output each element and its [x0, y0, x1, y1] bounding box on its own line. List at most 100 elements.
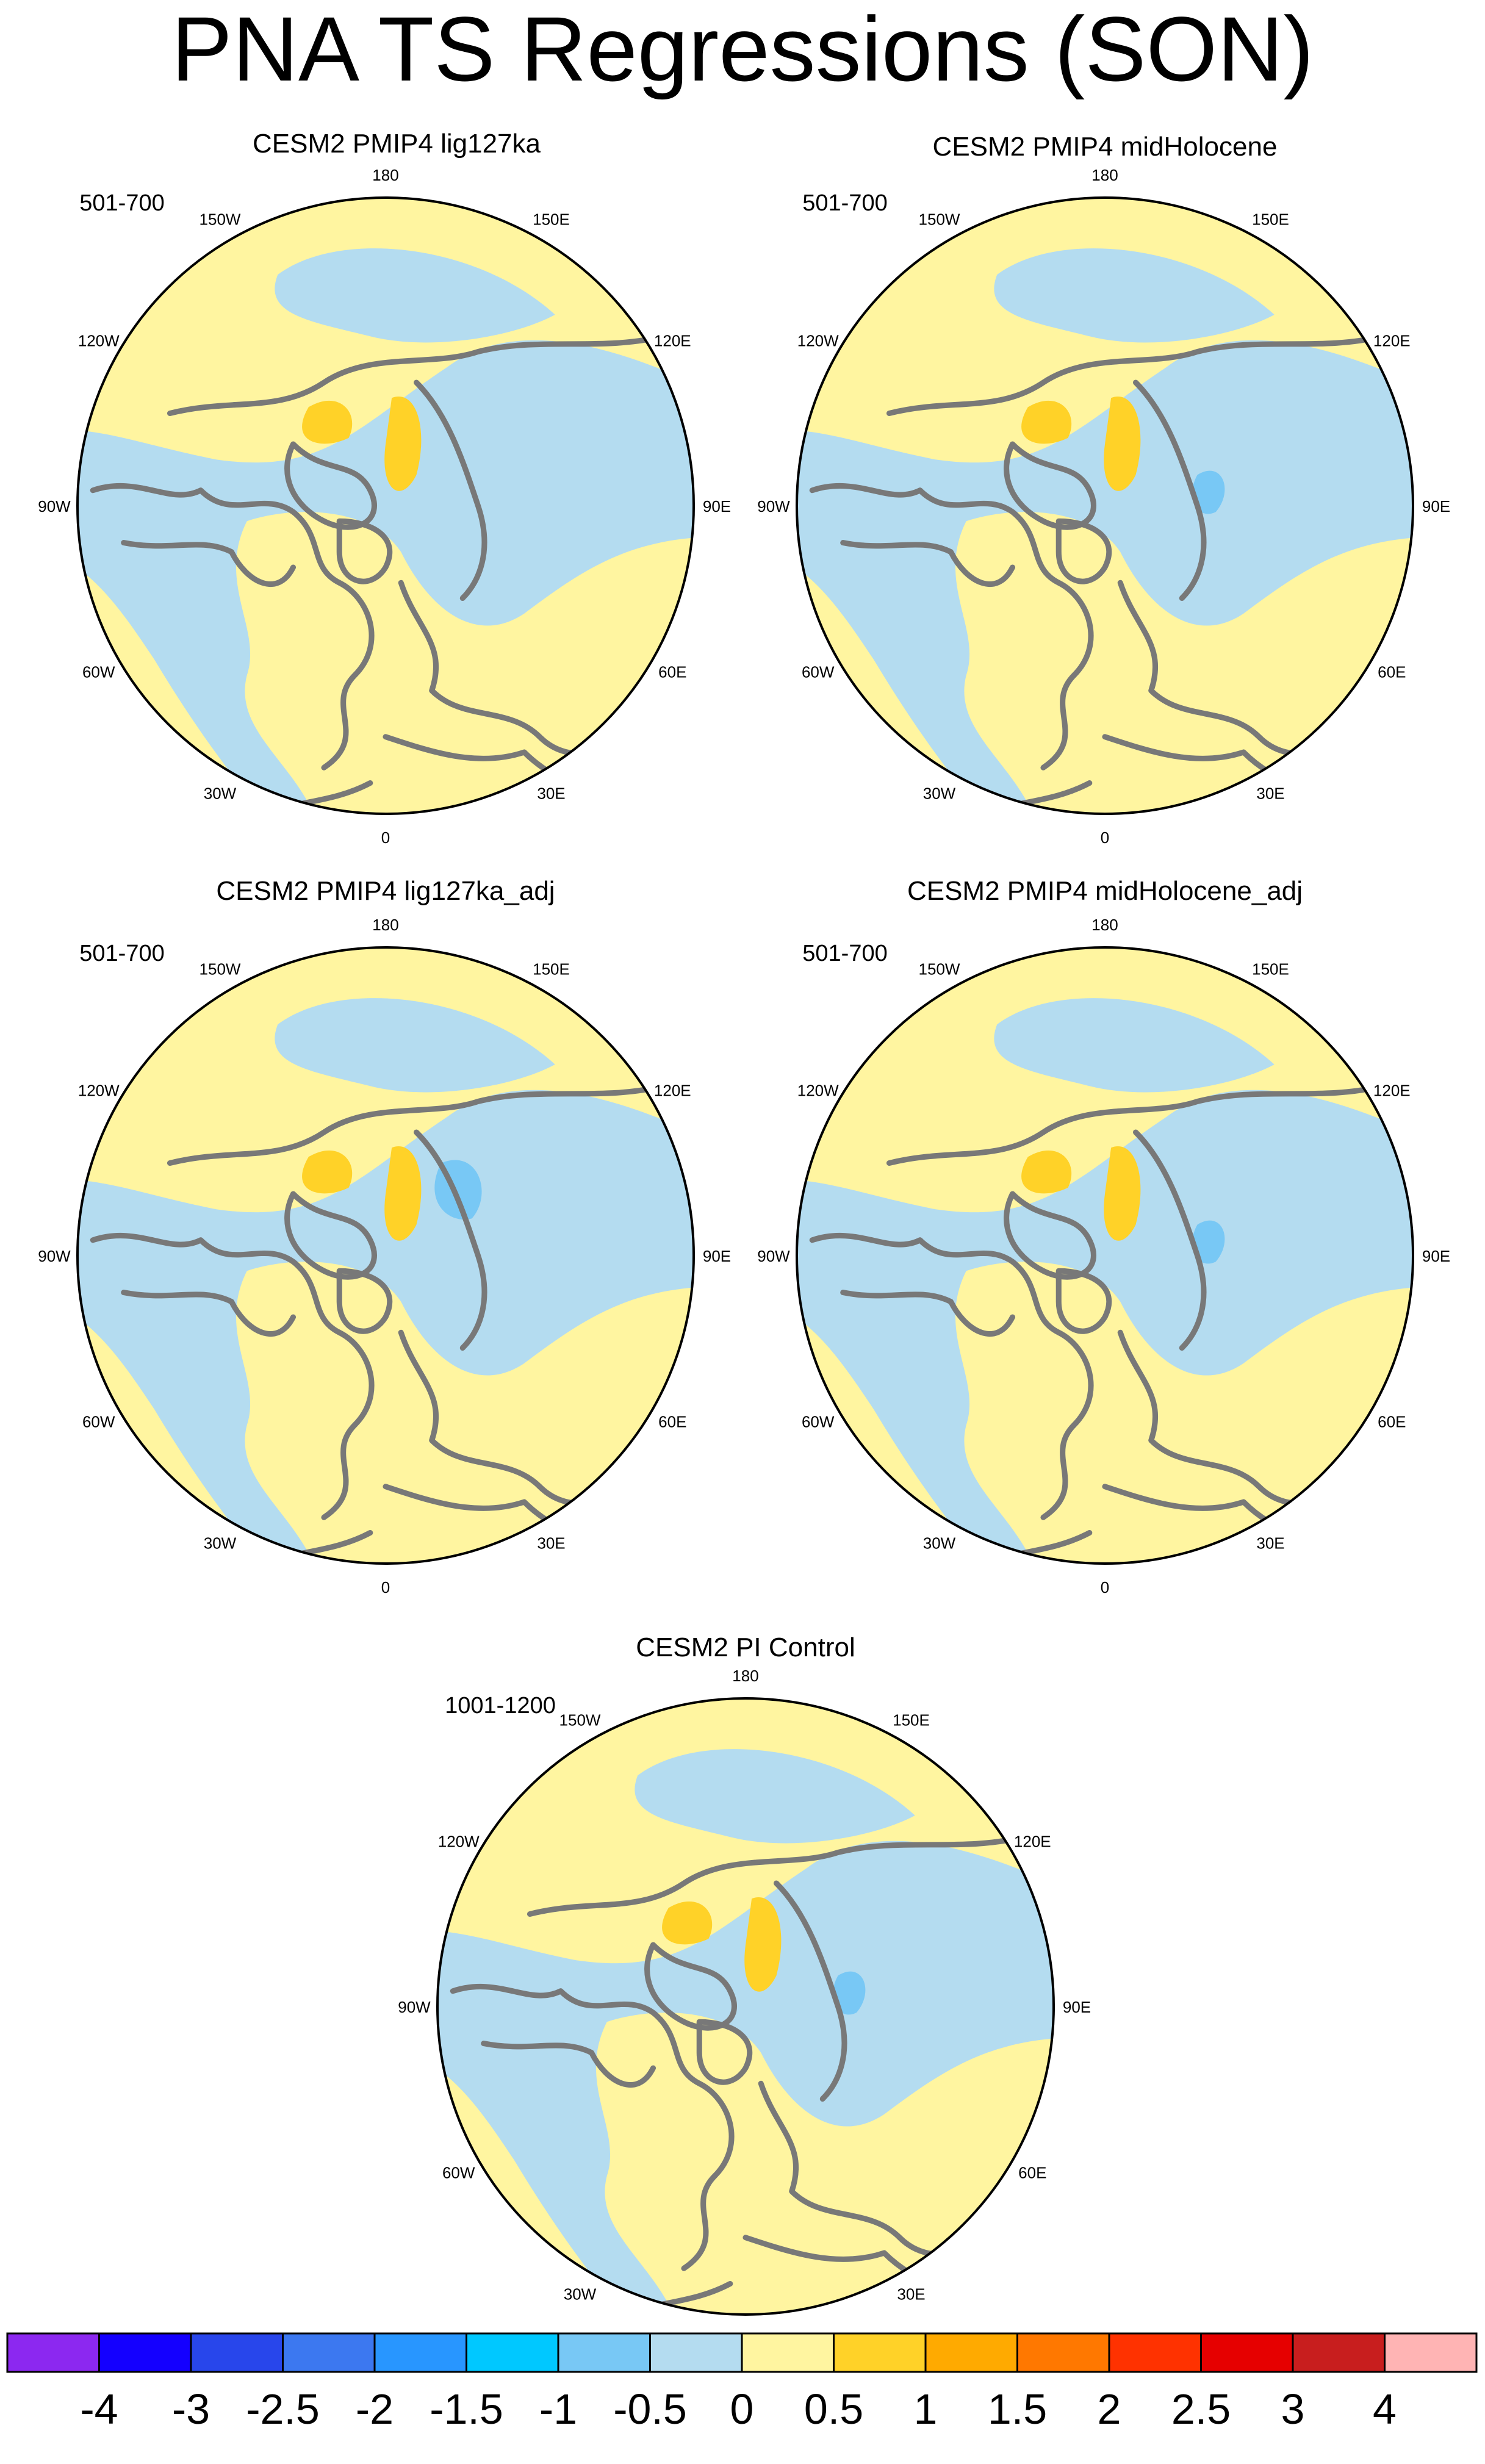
map-panel: CESM2 PMIP4 lig127ka_adj 501-700 180 150E 12… — [38, 876, 731, 1597]
coastline — [696, 2019, 753, 2085]
colorbar-label: 2 — [1098, 2385, 1121, 2433]
field-negative-patch — [275, 248, 555, 343]
map-boundary — [796, 946, 1414, 1565]
coastline — [527, 1834, 1026, 1917]
longitude-label: 150W — [200, 210, 241, 229]
longitude-label: 60W — [802, 663, 835, 681]
colorbar-swatch — [1108, 2332, 1202, 2373]
colorbar-label: -2 — [356, 2385, 394, 2433]
longitude-label: 120E — [654, 1082, 691, 1100]
field-moderate-negative — [1192, 470, 1225, 514]
longitude-label: 60E — [658, 663, 686, 681]
coastline — [1132, 379, 1207, 602]
coastline — [90, 1232, 375, 1520]
longitude-label: 30E — [537, 1534, 565, 1552]
longitude-label: 90E — [1422, 1247, 1450, 1265]
longitude-label: 180 — [372, 166, 398, 184]
longitude-label: 30E — [537, 784, 565, 802]
longitude-label: 60E — [1378, 1413, 1406, 1431]
colorbar-label: -3 — [172, 2385, 210, 2433]
longitude-label: 90E — [703, 1247, 731, 1265]
longitude-label: 150W — [559, 1711, 601, 1729]
longitude-label: 0 — [381, 828, 390, 847]
longitude-label: 120W — [797, 1082, 839, 1100]
colorbar-swatch — [466, 2332, 559, 2373]
longitude-label: 120W — [438, 1833, 480, 1851]
longitude-label: 150E — [533, 960, 570, 979]
map-panel: CESM2 PI Control 1001-1200 180 150E 120E 90E 6… — [398, 1632, 1091, 2347]
panel-title: CESM2 PMIP4 midHolocene_adj — [907, 876, 1303, 906]
map-boundary — [76, 946, 695, 1565]
panel-title: CESM2 PI Control — [636, 1632, 855, 1662]
panel-title: CESM2 PMIP4 midHolocene — [933, 132, 1278, 162]
colorbar-label: -4 — [80, 2385, 118, 2433]
figure-title: PNA TS Regressions (SON) — [171, 0, 1314, 100]
colorbar-swatch — [1016, 2332, 1110, 2373]
longitude-label: 120E — [1373, 1082, 1411, 1100]
coastline — [1132, 1129, 1207, 1351]
colorbar-swatch — [741, 2332, 835, 2373]
longitude-label: 60E — [1018, 2164, 1046, 2182]
longitude-label: 90W — [398, 1998, 431, 2016]
longitude-label: 180 — [732, 1667, 758, 1685]
colorbar-swatch — [833, 2332, 927, 2373]
field-strong-positive — [302, 400, 353, 444]
longitude-label: 150E — [1252, 210, 1289, 229]
map-boundary — [76, 196, 695, 815]
map-boundary — [436, 1697, 1055, 2316]
colorbar-label: 0.5 — [804, 2385, 863, 2433]
field-strong-positive — [384, 1146, 422, 1241]
longitude-label: 30E — [1256, 1534, 1284, 1552]
field-negative-patch — [275, 998, 555, 1093]
longitude-label: 90W — [38, 1247, 71, 1265]
field-strong-positive — [662, 1901, 713, 1945]
panel-years: 501-700 — [802, 941, 887, 966]
longitude-label: 120W — [797, 332, 839, 350]
map-panel: CESM2 PMIP4 midHolocene_adj 501-700 180 150… — [757, 876, 1450, 1597]
coastline — [336, 518, 393, 584]
coastline — [1055, 1268, 1112, 1334]
coastline — [167, 333, 666, 417]
coastline — [840, 540, 1016, 587]
panel-years: 501-700 — [79, 941, 164, 966]
coastline — [809, 1232, 1094, 1520]
field-strong-positive — [384, 397, 422, 491]
longitude-label: 30W — [204, 1534, 237, 1552]
colorbar-label: 2.5 — [1171, 2385, 1231, 2433]
colorbar-label: 4 — [1373, 2385, 1397, 2433]
field-strong-positive — [744, 1897, 782, 1992]
panel-title: CESM2 PMIP4 lig127ka_adj — [216, 876, 555, 906]
colorbar-label: -0.5 — [613, 2385, 687, 2433]
coastline — [413, 1129, 487, 1351]
longitude-label: 30E — [897, 2285, 925, 2303]
longitude-label: 120W — [78, 1082, 120, 1100]
longitude-label: 0 — [1101, 1578, 1109, 1597]
longitude-label: 150E — [1252, 960, 1289, 979]
coastline — [886, 333, 1386, 417]
colorbar-swatch — [190, 2332, 284, 2373]
coastline — [413, 379, 487, 602]
longitude-label: 90W — [757, 497, 790, 515]
field-negative-patch — [635, 1749, 915, 1844]
colorbar-swatch — [557, 2332, 651, 2373]
longitude-label: 150W — [919, 210, 960, 229]
panel-years: 501-700 — [802, 190, 887, 216]
longitude-label: 0 — [1101, 828, 1109, 847]
field-negative-patch — [994, 248, 1275, 343]
field-strong-positive — [1021, 1150, 1072, 1194]
longitude-label: 60E — [1378, 663, 1406, 681]
longitude-label: 120E — [1014, 1833, 1051, 1851]
colorbar-swatch — [282, 2332, 376, 2373]
longitude-label: 90W — [38, 497, 71, 515]
colorbar-swatch — [1200, 2332, 1294, 2373]
longitude-label: 60W — [802, 1413, 835, 1431]
longitude-label: 30W — [564, 2285, 597, 2303]
colorbar-label: 0 — [730, 2385, 754, 2433]
coastline — [121, 1290, 297, 1337]
longitude-label: 180 — [1091, 916, 1118, 934]
longitude-label: 150W — [200, 960, 241, 979]
panel-years: 1001-1200 — [445, 1693, 556, 1719]
colorbar-swatch — [1292, 2332, 1386, 2373]
longitude-label: 90E — [703, 497, 731, 515]
longitude-label: 60W — [442, 2164, 475, 2182]
